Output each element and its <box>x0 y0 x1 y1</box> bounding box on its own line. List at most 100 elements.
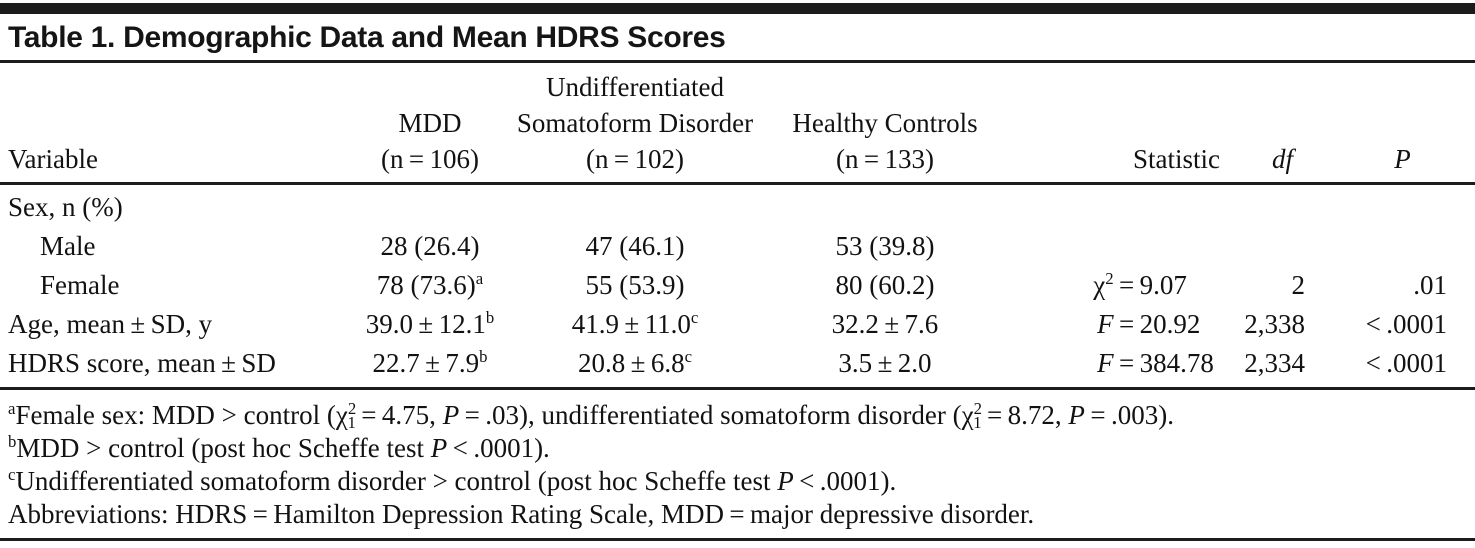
italic-text: P <box>1068 400 1085 430</box>
cell-value <box>355 184 505 228</box>
footnote-marker: c <box>8 465 16 484</box>
statistic-value: = 20.92 <box>1119 309 1201 339</box>
column-header-df: df <box>1235 63 1330 185</box>
cell-df: 2 <box>1291 270 1306 300</box>
journal-table-page: Table 1. Demographic Data and Mean HDRS … <box>0 3 1475 548</box>
footnote-text: χ <box>961 400 974 430</box>
cell-value: 80 (60.2) <box>835 270 935 300</box>
cell-value: 55 (53.9) <box>585 270 685 300</box>
row-label: HDRS score, mean ± SD <box>0 344 355 390</box>
table-header: Variable MDD (n = 106) Undifferentiated … <box>0 63 1475 185</box>
cell-statistic: F = 384.78 <box>1005 344 1235 390</box>
cell-value: 41.9 ± 11.0c <box>571 308 699 339</box>
italic-text: P <box>777 466 794 496</box>
table-body: Sex, n (%) Male 28 (26.4) 47 (46.1) 53 (39.8… <box>0 184 1475 390</box>
cell-value: 39.0 ± 12.1b <box>365 308 495 339</box>
footnote-marker: c <box>684 347 693 366</box>
table-bottom-rule <box>0 538 1475 541</box>
footnote-text: MDD > control (post hoc Scheffe test <box>16 433 431 463</box>
demographics-table: Variable MDD (n = 106) Undifferentiated … <box>0 63 1475 390</box>
header-line: Variable <box>8 144 98 174</box>
cell-value: 20.8 ± 6.8c <box>505 344 765 390</box>
footnote-marker: a <box>475 269 484 288</box>
cell-value: 78 (73.6)a <box>376 269 484 300</box>
footnote-a: aFemale sex: MDD > control (χ21 = 4.75, … <box>8 399 1467 432</box>
footnote-c: cUndifferentiated somatoform disorder > … <box>8 465 1467 498</box>
cell-statistic: χ2 = 9.07 <box>1005 266 1235 305</box>
header-line: df <box>1271 144 1293 174</box>
column-header-healthy-controls: Healthy Controls (n = 133) <box>765 63 1005 185</box>
column-header-mdd: MDD (n = 106) <box>355 63 505 185</box>
table-row: Sex, n (%) <box>0 184 1475 228</box>
statistic-symbol: F <box>1097 309 1114 339</box>
cell-value: 22.7 ± 7.9b <box>355 344 505 390</box>
footnote-marker: c <box>690 308 699 327</box>
cell-df <box>1235 227 1330 266</box>
header-line: Healthy Controls <box>792 108 978 138</box>
statistic-value: = 384.78 <box>1119 348 1214 378</box>
cell-p <box>1330 184 1475 228</box>
cell-statistic <box>1005 184 1235 228</box>
superscript-text: 2 <box>347 399 357 418</box>
footnote-text: = 8.72, <box>981 400 1069 430</box>
statistic-symbol: F <box>1097 348 1114 378</box>
subscript-text: 1 <box>347 413 356 433</box>
header-line: Somatoform Disorder <box>516 108 754 138</box>
column-header-p: P <box>1330 63 1475 185</box>
header-line: Undifferentiated <box>546 72 724 102</box>
statistic-expression: F = 20.92 <box>1006 306 1229 343</box>
table-row: Female 78 (73.6)a 55 (53.9) 80 (60.2) χ2 = 9… <box>0 266 1475 305</box>
footnote-abbreviations: Abbreviations: HDRS = Hamilton Depressio… <box>8 498 1467 531</box>
cell-p: < .0001 <box>1365 309 1447 339</box>
table-title: Table 1. Demographic Data and Mean HDRS … <box>0 14 1475 63</box>
header-line-n: (n = 106) <box>380 144 480 174</box>
row-label: Sex, n (%) <box>8 192 123 222</box>
footnote-marker: a <box>8 399 16 418</box>
cell-value: 3.5 ± 2.0 <box>765 344 1005 390</box>
cell-value <box>765 184 1005 228</box>
cell-value: 47 (46.1) <box>585 231 685 261</box>
cell-df <box>1235 184 1330 228</box>
row-label: Age, mean ± SD, y <box>8 309 213 339</box>
header-line: MDD <box>398 108 462 138</box>
cell-statistic <box>1005 227 1235 266</box>
footnote-text: = 4.75, <box>355 400 443 430</box>
cell-p: .01 <box>1413 270 1447 300</box>
table-footnotes: aFemale sex: MDD > control (χ21 = 4.75, … <box>0 390 1475 531</box>
italic-text: P <box>442 400 460 430</box>
statistic-value: = 9.07 <box>1119 270 1187 300</box>
cell-value: 28 (26.4) <box>380 231 480 261</box>
column-header-statistic: Statistic <box>1005 63 1235 185</box>
header-line: P <box>1394 144 1411 174</box>
column-header-variable: Variable <box>0 63 355 185</box>
cell-statistic: F = 20.92 <box>1005 305 1235 344</box>
footnote-b: bMDD > control (post hoc Scheffe test P … <box>8 432 1467 465</box>
footnote-text: = .003). <box>1084 400 1174 430</box>
table-top-rule <box>0 3 1475 14</box>
header-line-n: (n = 133) <box>835 144 935 174</box>
statistic-exponent: 2 <box>1105 269 1114 288</box>
table-row: HDRS score, mean ± SD 22.7 ± 7.9b 20.8 ± 6… <box>0 344 1475 390</box>
header-line: Statistic <box>1133 144 1220 174</box>
footnote-text: < .0001). <box>447 433 550 463</box>
footnote-text: Abbreviations: HDRS = Hamilton Depressio… <box>8 499 1035 529</box>
subscript-text: 1 <box>973 413 982 433</box>
statistic-symbol: χ2 <box>1093 269 1114 300</box>
footnote-marker: b <box>479 347 488 366</box>
footnote-marker: b <box>485 308 495 327</box>
footnote-text: Undifferentiated somatoform disorder > c… <box>15 466 778 496</box>
footnote-text: = .03), undifferentiated somatoform diso… <box>459 400 962 430</box>
column-header-somatoform: Undifferentiated Somatoform Disorder (n … <box>505 63 765 185</box>
row-label: Male <box>40 231 96 261</box>
footnote-marker: b <box>8 432 17 451</box>
cell-df: 2,334 <box>1235 344 1330 390</box>
footnote-text: < .0001). <box>793 466 897 496</box>
footnote-text: Female sex: MDD > control ( <box>15 400 336 430</box>
footnote-text: χ <box>335 400 348 430</box>
italic-text: P <box>430 433 448 463</box>
table-row: Age, mean ± SD, y 39.0 ± 12.1b 41.9 ± 11.0… <box>0 305 1475 344</box>
superscript-text: 2 <box>973 399 982 418</box>
cell-value: 32.2 ± 7.6 <box>831 309 939 339</box>
header-line-n: (n = 102) <box>585 144 685 174</box>
row-label: Female <box>40 270 120 300</box>
